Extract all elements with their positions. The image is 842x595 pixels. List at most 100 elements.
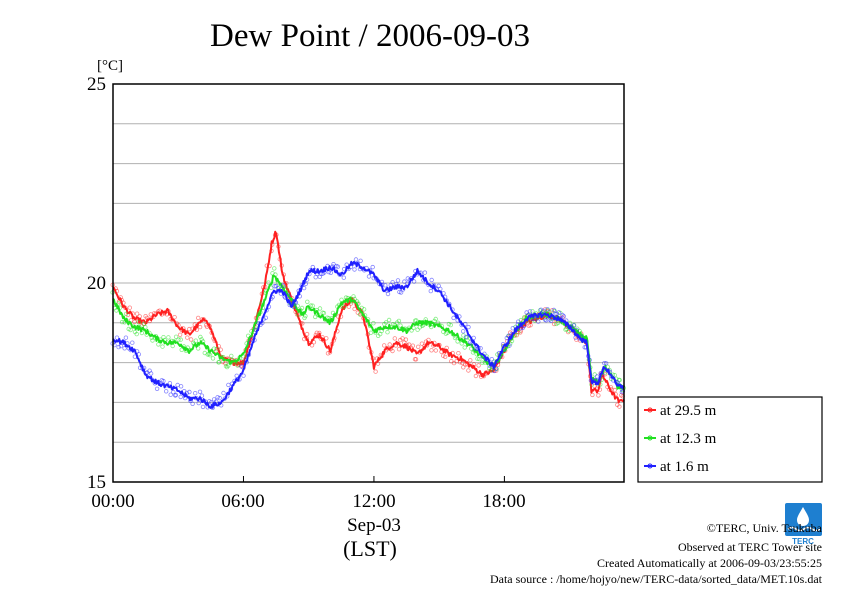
series-2-point <box>428 288 433 294</box>
series-2-point <box>168 392 173 397</box>
series-1-point <box>266 280 271 285</box>
series-1-point <box>555 320 561 326</box>
series-0-point <box>304 331 310 337</box>
x-tick-label-1200: 12:00 <box>352 491 395 512</box>
series-2-point <box>541 308 546 313</box>
series-1-point <box>415 327 420 332</box>
footer-copyright: ©TERC, Univ. Tsukuba <box>707 521 823 535</box>
series-2-point <box>527 309 533 314</box>
series-2-point <box>561 314 566 319</box>
series-2-point <box>217 395 222 401</box>
series-2-point <box>173 392 178 398</box>
series-group <box>110 230 626 410</box>
series-2-point <box>370 264 375 270</box>
y-tick-label-25: 25 <box>87 74 106 95</box>
series-0-point <box>429 348 434 353</box>
legend-label-12-3m: at 12.3 m <box>660 431 717 447</box>
series-2-point <box>358 258 363 263</box>
series-0-point <box>443 354 448 359</box>
series-1-point <box>223 363 229 369</box>
series-2-point <box>192 391 198 396</box>
series-1-point <box>226 363 231 368</box>
series-1-point <box>342 304 347 310</box>
series-0-point <box>352 306 357 312</box>
series-0-point <box>127 305 132 310</box>
series-2-line <box>112 260 625 409</box>
series-1-point <box>477 356 482 362</box>
series-0-point <box>473 373 479 379</box>
series-2-point <box>411 279 417 284</box>
series-1-point <box>272 266 277 271</box>
x-zone-label: (LST) <box>343 536 397 561</box>
series-1-point <box>195 346 201 351</box>
series-2-point <box>221 390 226 396</box>
series-2-point <box>451 315 456 321</box>
series-0-point <box>134 311 140 316</box>
series-2-point <box>429 277 434 283</box>
series-1-point <box>371 321 376 326</box>
series-1-point <box>351 294 356 299</box>
logo-text: TERC <box>792 537 814 546</box>
plot-frame <box>112 83 625 483</box>
series-2-point <box>328 270 333 275</box>
series-1-point <box>207 353 213 358</box>
x-tick-label-0000: 00:00 <box>91 491 134 512</box>
series-2-point <box>154 386 160 391</box>
series-2-point <box>122 346 127 351</box>
series-0-point <box>612 387 617 393</box>
series-2-point <box>390 280 395 285</box>
series-1-point <box>173 334 179 339</box>
series-0-point <box>396 347 402 352</box>
series-2-point <box>398 290 404 295</box>
legend-marker-12-3m <box>647 435 653 441</box>
legend-label-29-5m: at 29.5 m <box>660 403 717 419</box>
series-2-point <box>280 283 286 288</box>
legend-marker-1-6m <box>647 463 653 469</box>
x-tick-label-1800: 18:00 <box>482 491 525 512</box>
series-2-point <box>341 275 346 280</box>
series-0-point <box>314 330 319 335</box>
series-1-point <box>214 346 219 352</box>
series-2-point <box>538 307 544 312</box>
logo-drop-icon <box>797 507 809 526</box>
series-0-point <box>188 337 194 342</box>
series-1-point <box>303 313 308 319</box>
series-0-point <box>551 321 557 327</box>
series-0-point <box>382 343 387 348</box>
series-1-point <box>176 337 181 342</box>
legend: at 29.5 m at 12.3 m at 1.6 m <box>637 396 823 483</box>
legend-entry-29-5m: at 29.5 m <box>644 403 717 419</box>
series-2-point <box>116 344 121 350</box>
series-0-point <box>596 393 601 398</box>
series-2-point <box>163 389 169 394</box>
series-2-point <box>353 257 359 262</box>
series-2-point <box>196 400 201 406</box>
series-2-point <box>197 389 203 394</box>
series-2-point <box>489 357 494 362</box>
series-1-point <box>357 312 363 317</box>
series-0-point <box>410 343 415 348</box>
legend-label-1-6m: at 1.6 m <box>660 459 709 475</box>
series-2-point <box>178 394 183 400</box>
series-1-point <box>216 360 222 365</box>
series-2-point <box>241 373 246 378</box>
series-2-point <box>383 283 388 288</box>
series-2-point <box>560 312 565 318</box>
series-2-point <box>516 319 521 324</box>
series-0-point <box>433 348 438 353</box>
series-0-point <box>476 363 481 368</box>
series-2-point <box>173 393 178 398</box>
series-1-point <box>361 307 367 312</box>
series-2-point <box>335 264 341 269</box>
series-2-point <box>385 291 391 297</box>
series-0-point <box>172 315 177 320</box>
series-0-point <box>324 336 329 341</box>
series-2-point <box>571 323 577 328</box>
series-2-point <box>422 270 428 275</box>
series-2-point <box>366 274 372 279</box>
series-2-point <box>545 307 550 312</box>
x-date-label: Sep-03 <box>347 515 401 536</box>
series-0-point <box>416 344 421 349</box>
y-tick-label-15: 15 <box>87 472 106 493</box>
series-2-point <box>167 381 173 386</box>
